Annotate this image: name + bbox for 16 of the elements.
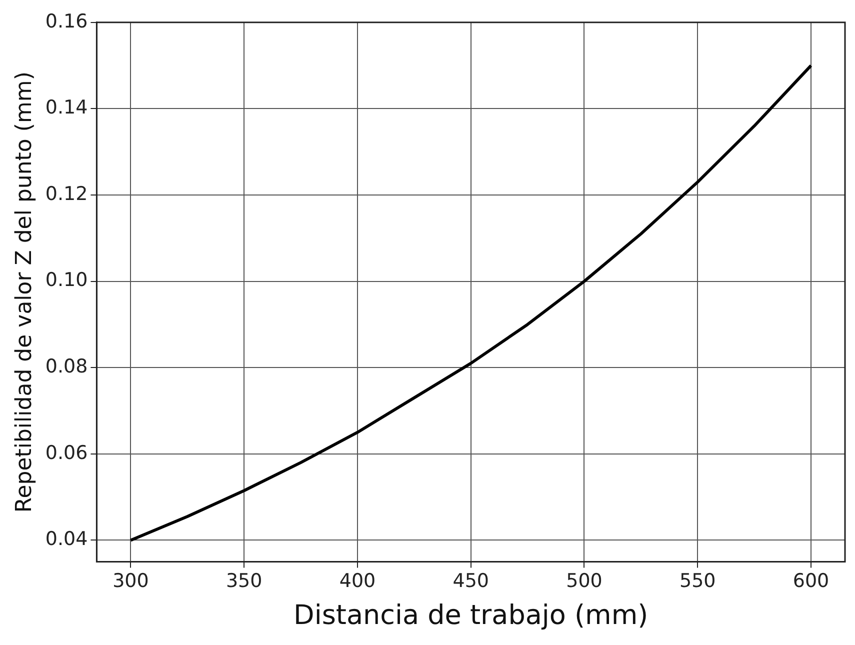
y-tick-label: 0.06	[45, 442, 88, 464]
x-tick-label: 600	[792, 570, 830, 592]
y-tick-label: 0.08	[45, 356, 88, 378]
y-tick-label: 0.12	[45, 182, 88, 205]
x-tick-label: 500	[566, 570, 602, 592]
x-tick-label: 450	[452, 570, 489, 592]
y-tick-label: 0.14	[45, 96, 88, 119]
y-tick-label: 0.10	[45, 269, 88, 292]
x-axis-title: Distancia de trabajo (mm)	[294, 600, 648, 631]
y-tick-label: 0.04	[45, 528, 88, 550]
x-tick-label: 300	[112, 570, 149, 592]
y-axis-title: Repetibilidad de valor Z del punto (mm)	[12, 72, 37, 513]
x-tick-label: 400	[339, 570, 376, 592]
x-tick-label: 550	[679, 570, 716, 592]
x-tick-label: 350	[226, 570, 262, 592]
y-tick-label: 0.16	[45, 10, 88, 32]
